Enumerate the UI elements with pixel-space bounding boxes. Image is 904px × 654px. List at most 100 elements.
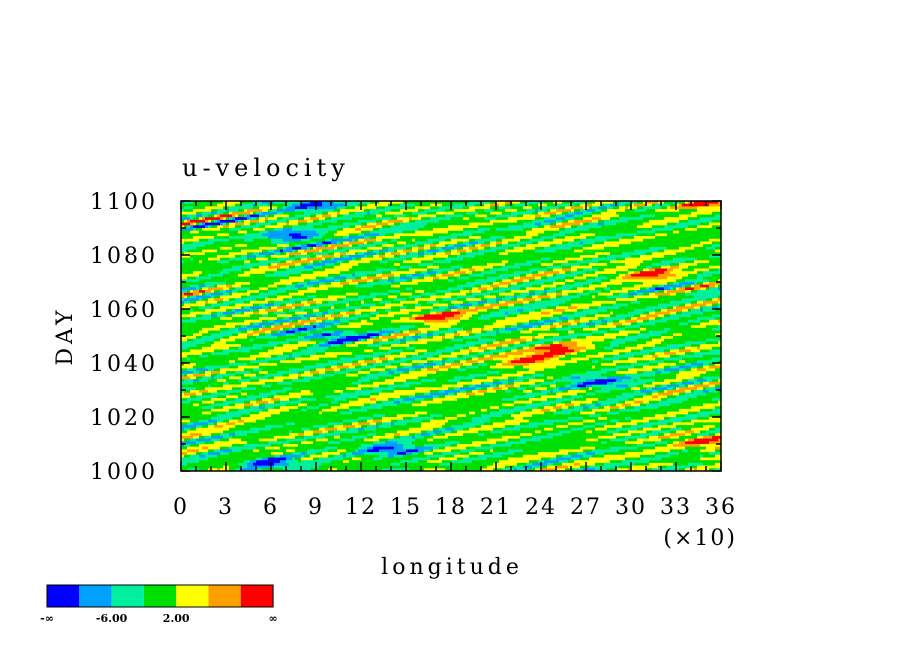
heatmap-cell [484,228,487,231]
heatmap-cell [589,209,592,212]
heatmap-cell [538,228,541,231]
heatmap-cell [286,260,289,263]
heatmap-cell [247,242,250,245]
heatmap-cell [307,212,310,215]
heatmap-cell [310,252,313,255]
heatmap-cell [577,274,580,277]
heatmap-cell [610,223,613,226]
heatmap-cell [265,231,268,234]
heatmap-cell [478,228,481,231]
heatmap-cell [526,255,529,258]
heatmap-cell [322,260,325,263]
heatmap-cell [238,236,241,239]
heatmap-cell [538,252,541,255]
heatmap-cell [187,212,190,215]
heatmap-cell [247,217,250,220]
heatmap-cell [421,231,424,234]
heatmap-cell [472,231,475,234]
heatmap-cell [565,215,568,218]
heatmap-cell [379,217,382,220]
heatmap-cell [523,228,526,231]
heatmap-cell [580,266,583,269]
heatmap-cell [454,247,457,250]
heatmap-cell [439,223,442,226]
heatmap-cell [469,269,472,272]
heatmap-cell [343,236,346,239]
heatmap-cell [346,217,349,220]
heatmap-cell [196,271,199,274]
heatmap-cell [511,269,514,272]
heatmap-cell [535,239,538,242]
heatmap-cell [703,233,706,236]
heatmap-cell [337,271,340,274]
heatmap-cell [283,206,286,209]
heatmap-cell [316,220,319,223]
heatmap-cell [478,209,481,212]
heatmap-cell [646,260,649,263]
heatmap-cell [397,242,400,245]
heatmap-cell [412,244,415,247]
heatmap-cell [319,209,322,212]
heatmap-cell [529,263,532,266]
heatmap-cell [418,239,421,242]
heatmap-cell [397,215,400,218]
heatmap-cell [517,244,520,247]
heatmap-cell [325,231,328,234]
heatmap-cell [283,242,286,245]
heatmap-cell [325,258,328,261]
heatmap-cell [535,225,538,228]
heatmap-cell [610,225,613,228]
heatmap-cell [673,250,676,253]
heatmap-cell [238,228,241,231]
heatmap-cell [229,271,232,274]
heatmap-cell [391,236,394,239]
heatmap-cell [202,252,205,255]
heatmap-cell [184,247,187,250]
heatmap-cell [562,242,565,245]
heatmap-cell [643,220,646,223]
heatmap-cell [358,252,361,255]
heatmap-cell [340,269,343,272]
heatmap-cell [676,217,679,220]
heatmap-cell [331,271,334,274]
heatmap-cell [340,225,343,228]
heatmap-cell [409,233,412,236]
heatmap-cell [202,247,205,250]
heatmap-cell [667,239,670,242]
heatmap-cell [292,247,295,250]
heatmap-cell [568,225,571,228]
heatmap-cell [442,274,445,277]
heatmap-cell [616,206,619,209]
heatmap-cell [430,242,433,245]
heatmap-cell [709,239,712,242]
heatmap-cell [469,217,472,220]
heatmap-cell [589,228,592,231]
heatmap-cell [319,217,322,220]
heatmap-cell [379,223,382,226]
heatmap-cell [436,242,439,245]
heatmap-cell [688,242,691,245]
heatmap-cell [340,250,343,253]
heatmap-cell [694,206,697,209]
heatmap-cell [226,225,229,228]
heatmap-cell [187,206,190,209]
heatmap-cell [598,225,601,228]
heatmap-cell [205,206,208,209]
heatmap-cell [202,212,205,215]
heatmap-cell [328,215,331,218]
heatmap-cell [553,258,556,261]
heatmap-cell [367,247,370,250]
heatmap-cell [643,217,646,220]
heatmap-cell [193,225,196,228]
heatmap-cell [712,209,715,212]
heatmap-cell [379,271,382,274]
heatmap-cell [688,228,691,231]
heatmap-cell [649,212,652,215]
heatmap-cell [193,247,196,250]
heatmap-cell [253,223,256,226]
heatmap-cell [553,206,556,209]
heatmap-cell [277,244,280,247]
heatmap-cell [250,233,253,236]
heatmap-cell [418,260,421,263]
heatmap-cell [352,271,355,274]
